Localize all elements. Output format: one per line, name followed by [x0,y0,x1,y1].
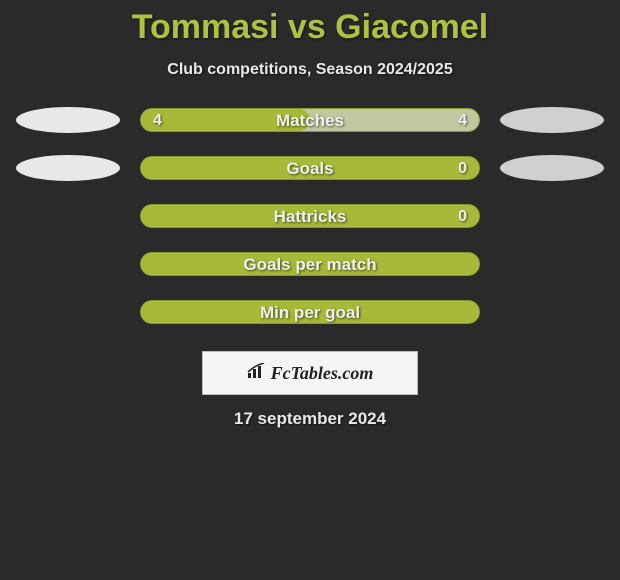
stat-bar: Goals per match [140,252,480,276]
stat-bar: Matches4 4 [140,108,480,132]
chart-icon [247,363,267,384]
attribution-box: FcTables.com [202,351,418,395]
stats-rows: Matches44Goals0Hattricks0Goals per match… [0,107,620,347]
stat-label: Hattricks [141,205,479,228]
stat-value-right: 4 [458,109,467,132]
stat-row: Hattricks0 [0,203,620,229]
stat-row: Min per goal [0,299,620,325]
stat-label: Goals per match [141,253,479,276]
stat-bar: Min per goal [140,300,480,324]
stat-label: Matches [141,109,479,132]
stat-label: Goals [141,157,479,180]
stat-value-left: 4 [153,109,162,132]
stat-value-right: 0 [458,205,467,228]
stat-value-right: 0 [458,157,467,180]
left-ellipse [16,107,120,133]
stat-row: Goals0 [0,155,620,181]
date-text: 17 september 2024 [234,409,386,429]
stat-row: Goals per match [0,251,620,277]
subtitle: Club competitions, Season 2024/2025 [167,61,452,79]
stat-bar: Goals0 [140,156,480,180]
page-title: Tommasi vs Giacomel [132,8,489,47]
stat-row: Matches4 4 [0,107,620,133]
left-ellipse [16,155,120,181]
stat-bar: Hattricks0 [140,204,480,228]
stat-label: Min per goal [141,301,479,324]
right-ellipse [500,155,604,181]
right-ellipse [500,107,604,133]
attribution-text: FcTables.com [271,363,374,384]
